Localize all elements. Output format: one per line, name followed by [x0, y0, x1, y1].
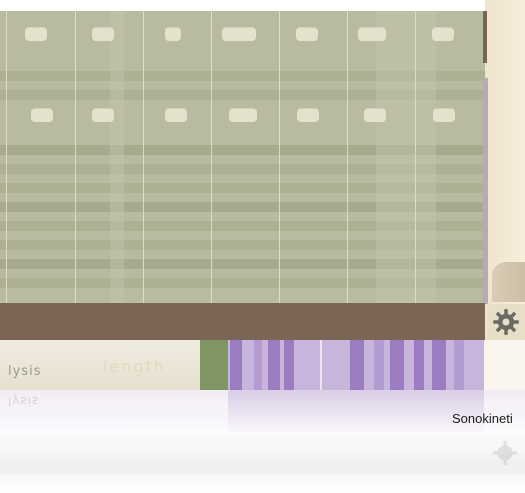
- reflection-band: [0, 436, 525, 474]
- brand-credit: Sonokineti: [452, 411, 513, 426]
- grid-stripe: [0, 221, 485, 231]
- grid-line: [279, 11, 280, 303]
- gear-icon: [493, 309, 519, 335]
- tab-analysis[interactable]: [0, 340, 200, 390]
- step-pad[interactable]: [432, 27, 454, 41]
- step-pad[interactable]: [31, 108, 53, 122]
- scroll-track[interactable]: [483, 78, 488, 304]
- settings-button[interactable]: [487, 304, 525, 340]
- step-cell[interactable]: [350, 340, 364, 390]
- grid-stripe: [0, 90, 485, 100]
- step-pad[interactable]: [165, 108, 187, 122]
- step-pad[interactable]: [165, 27, 181, 41]
- grid-stripe: [0, 202, 485, 212]
- step-cell[interactable]: [230, 340, 242, 390]
- step-pad[interactable]: [92, 27, 114, 41]
- grid-stripe: [0, 183, 485, 193]
- grid-line: [143, 11, 144, 303]
- grid-stripe: [0, 240, 485, 250]
- grid-stripe: [0, 259, 485, 269]
- step-pad[interactable]: [92, 108, 114, 122]
- gear-icon: [493, 441, 517, 465]
- grid-stripe: [0, 278, 485, 288]
- step-separator: [320, 340, 322, 390]
- reflection-lane: [228, 390, 484, 435]
- step-pad[interactable]: [222, 27, 256, 41]
- tab-analysis-label: lysis: [8, 364, 42, 379]
- grid-highlight: [110, 11, 124, 303]
- step-cell[interactable]: [268, 340, 280, 390]
- step-pad[interactable]: [364, 108, 386, 122]
- grid-stripe: [0, 164, 485, 174]
- step-cell[interactable]: [374, 340, 384, 390]
- step-pad[interactable]: [25, 27, 47, 41]
- grid-line: [211, 11, 212, 303]
- step-pad[interactable]: [433, 108, 455, 122]
- grid-highlight: [376, 11, 436, 303]
- panel-divider: [483, 11, 487, 63]
- grid-line: [347, 11, 348, 303]
- step-marker[interactable]: [200, 340, 228, 390]
- panel-corner: [492, 262, 525, 302]
- grid-line: [75, 11, 76, 303]
- step-lane[interactable]: [228, 340, 484, 390]
- grid-line: [415, 11, 416, 303]
- tab-length-label[interactable]: length: [103, 357, 166, 376]
- step-pad[interactable]: [297, 108, 319, 122]
- reflection-label: lysis: [8, 394, 40, 408]
- control-bar: [0, 303, 485, 340]
- step-cell[interactable]: [254, 340, 262, 390]
- grid-stripe: [0, 145, 485, 155]
- grid-line: [6, 11, 7, 303]
- step-pad[interactable]: [358, 27, 386, 41]
- step-pad[interactable]: [296, 27, 318, 41]
- step-cell[interactable]: [414, 340, 424, 390]
- grid-stripe: [0, 71, 485, 81]
- lane-end: [484, 340, 525, 390]
- step-cell[interactable]: [454, 340, 464, 390]
- sequencer-grid[interactable]: [0, 11, 485, 303]
- step-cell[interactable]: [390, 340, 404, 390]
- step-cell[interactable]: [432, 340, 446, 390]
- step-pad[interactable]: [229, 108, 257, 122]
- step-cell[interactable]: [284, 340, 294, 390]
